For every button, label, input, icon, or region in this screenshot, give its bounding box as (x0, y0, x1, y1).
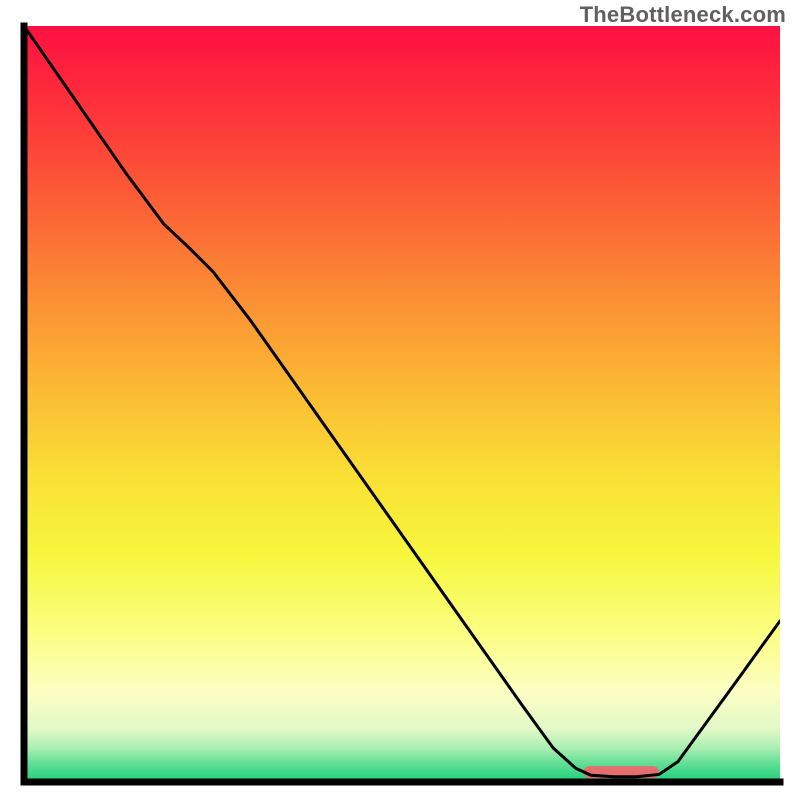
watermark-text: TheBottleneck.com (580, 2, 786, 28)
gradient-background (24, 26, 780, 782)
bottleneck-chart: TheBottleneck.com (0, 0, 800, 800)
chart-svg (0, 0, 800, 800)
plot-area (24, 26, 780, 782)
